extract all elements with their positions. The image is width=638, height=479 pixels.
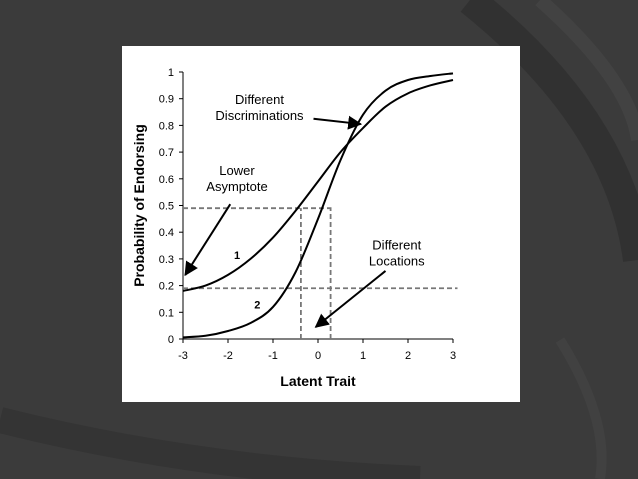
y-tick-label: 0.5 <box>159 201 174 213</box>
curve-series-2 <box>182 72 454 339</box>
curve-label: 2 <box>254 299 260 311</box>
curves <box>182 72 454 339</box>
annotation-arrow <box>313 115 363 130</box>
irt-chart: 00.10.20.30.40.50.60.70.80.91 -3 -2 -1 0 1 2 3… <box>131 67 458 389</box>
x-tick-label: -1 <box>268 350 278 362</box>
x-tick-label: 3 <box>450 350 456 362</box>
annotations: DifferentDiscriminationsLowerAsymptoteDi… <box>184 92 425 328</box>
y-tick-label: 0.2 <box>159 281 174 293</box>
y-axis-title: Probability of Endorsing <box>131 124 147 287</box>
curve-labels: 12 <box>234 250 260 311</box>
curve-series-1 <box>182 79 454 292</box>
annotation-arrow <box>184 203 232 277</box>
x-tick-label: -3 <box>178 350 188 362</box>
x-axis-title: Latent Trait <box>280 373 356 389</box>
y-tick-label: 0.3 <box>159 254 174 266</box>
y-tick-label: 0.1 <box>159 307 174 319</box>
chart-card: 0 0.1 0.2 0.3 0.4 0.5 0.6 0.7 0.8 0.9 1 -3 -2 -1 0 1 2 3… <box>122 46 520 402</box>
x-tick-label: 1 <box>360 350 366 362</box>
annotation-text: Asymptote <box>206 179 267 194</box>
y-tick-label: 0.8 <box>159 120 174 132</box>
annotation-text: Locations <box>369 254 425 269</box>
annotation-text: Lower <box>219 163 255 178</box>
y-ticks: 0 0.1 0.2 0.3 0.4 0.5 0.6 0.7 0.8 0.9 1 <box>159 67 183 346</box>
y-tick-label: 0.9 <box>159 94 174 106</box>
y-tick-label: 1 <box>168 67 174 79</box>
x-tick-label: 0 <box>315 350 321 362</box>
x-ticks: -3 -2 -1 0 1 2 3 <box>178 339 456 362</box>
y-tick-label: 0.6 <box>159 174 174 186</box>
annotation-text: Different <box>372 238 421 253</box>
y-tick-label: 0 <box>168 334 174 346</box>
y-tick-label: 0.4 <box>159 227 174 239</box>
curve-label: 1 <box>234 250 240 262</box>
annotation-arrow <box>314 270 387 328</box>
annotation-text: Different <box>235 92 284 107</box>
reference-lines <box>183 207 458 339</box>
y-tick-label: 0.7 <box>159 147 174 159</box>
annotation-text: Discriminations <box>215 108 304 123</box>
x-tick-label: -2 <box>223 350 233 362</box>
x-tick-label: 2 <box>405 350 411 362</box>
